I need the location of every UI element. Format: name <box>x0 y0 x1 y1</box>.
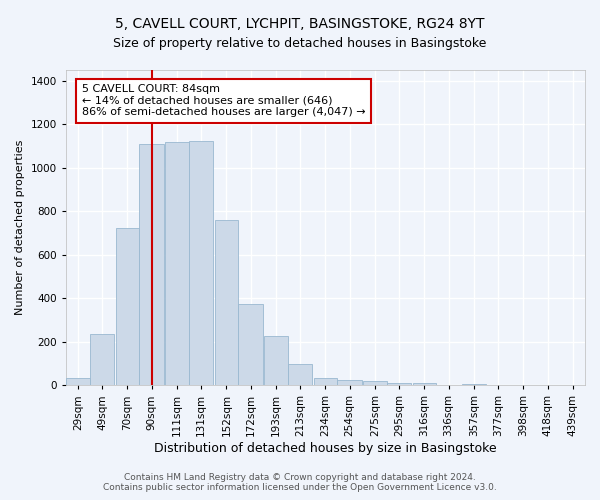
Bar <box>363 381 386 386</box>
Bar <box>462 384 485 386</box>
Bar <box>165 142 188 386</box>
Bar <box>139 144 164 386</box>
Bar <box>413 383 436 386</box>
Bar <box>337 380 362 386</box>
Y-axis label: Number of detached properties: Number of detached properties <box>15 140 25 316</box>
Text: Size of property relative to detached houses in Basingstoke: Size of property relative to detached ho… <box>113 38 487 51</box>
Bar <box>116 228 139 386</box>
X-axis label: Distribution of detached houses by size in Basingstoke: Distribution of detached houses by size … <box>154 442 497 455</box>
Bar <box>90 334 115 386</box>
Bar <box>264 336 287 386</box>
Text: 5, CAVELL COURT, LYCHPIT, BASINGSTOKE, RG24 8YT: 5, CAVELL COURT, LYCHPIT, BASINGSTOKE, R… <box>115 18 485 32</box>
Bar <box>387 382 412 386</box>
Bar <box>314 378 337 386</box>
Bar <box>215 220 238 386</box>
Text: Contains HM Land Registry data © Crown copyright and database right 2024.
Contai: Contains HM Land Registry data © Crown c… <box>103 473 497 492</box>
Text: 5 CAVELL COURT: 84sqm
← 14% of detached houses are smaller (646)
86% of semi-det: 5 CAVELL COURT: 84sqm ← 14% of detached … <box>82 84 365 117</box>
Bar <box>238 304 263 386</box>
Bar <box>189 140 214 386</box>
Bar <box>66 378 89 386</box>
Bar <box>288 364 313 386</box>
